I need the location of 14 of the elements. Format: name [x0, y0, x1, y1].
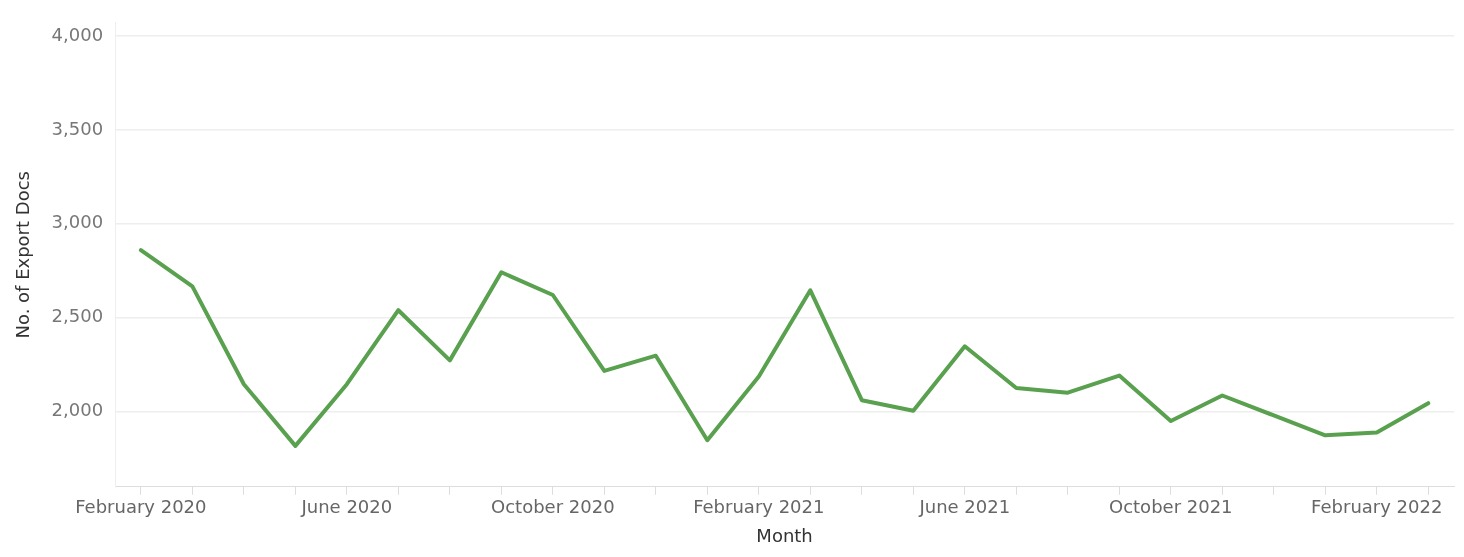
x-tick-label: June 2021	[918, 496, 1011, 518]
x-axis-title: Month	[756, 524, 813, 546]
x-tick-label: February 2020	[75, 496, 207, 518]
x-tick-label: February 2022	[1311, 496, 1443, 518]
x-tick-label: February 2021	[693, 496, 825, 518]
y-tick-label: 2,000	[51, 399, 104, 421]
x-tick-label: October 2021	[1108, 496, 1233, 518]
y-tick-label: 3,000	[51, 211, 104, 233]
x-tick-label: October 2020	[491, 496, 615, 518]
y-tick-label: 2,500	[51, 305, 104, 327]
x-tick-label: June 2020	[300, 496, 393, 518]
y-tick-label: 4,000	[51, 23, 104, 45]
y-tick-label: 3,500	[51, 117, 104, 139]
y-axis-title: No. of Export Docs	[12, 171, 34, 339]
